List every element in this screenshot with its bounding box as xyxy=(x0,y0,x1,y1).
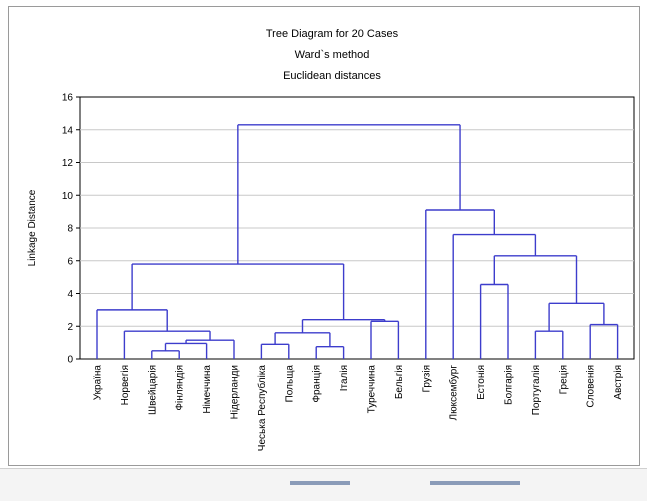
case-label: Греція xyxy=(558,365,569,394)
case-label: Польща xyxy=(284,365,295,403)
y-tick-label: 8 xyxy=(67,224,73,235)
case-label: Норвегія xyxy=(120,365,131,405)
case-label: Італія xyxy=(339,365,350,391)
case-label: Грузія xyxy=(421,365,432,393)
case-label: Естонія xyxy=(476,365,487,400)
case-label: Португалія xyxy=(531,365,542,415)
chart-title: Tree Diagram for 20 Cases Ward`s method … xyxy=(266,28,399,82)
case-label: Словенія xyxy=(586,365,597,408)
dendrogram-chart: Tree Diagram for 20 Cases Ward`s method … xyxy=(9,7,639,465)
y-tick-label: 6 xyxy=(67,256,73,267)
chart-title-line-1: Tree Diagram for 20 Cases xyxy=(266,28,399,40)
case-label: Україна xyxy=(93,365,104,401)
dendrogram-links xyxy=(97,125,618,359)
case-label: Болгарія xyxy=(504,365,515,405)
y-tick-label: 10 xyxy=(62,191,74,202)
status-strip-mark xyxy=(430,481,520,485)
y-tick-label: 4 xyxy=(67,289,73,300)
y-tick-label: 14 xyxy=(62,125,74,136)
case-label: Туреччина xyxy=(367,365,378,414)
case-label: Німеччина xyxy=(202,365,213,414)
y-tick-label: 16 xyxy=(62,93,74,104)
status-strip xyxy=(0,468,647,501)
case-label: Нідерланди xyxy=(230,365,241,419)
case-labels: Україна Норвегія Швейцарія Фінляндія Німеччи… xyxy=(93,365,625,452)
y-tick-label: 0 xyxy=(67,355,73,366)
case-label: Бельгія xyxy=(394,365,405,399)
case-label: Чеська Республіка xyxy=(256,365,268,452)
graph-frame: Tree Diagram for 20 Cases Ward`s method … xyxy=(8,6,640,466)
chart-title-line-2: Ward`s method xyxy=(295,49,370,61)
grid-lines xyxy=(80,130,634,327)
case-label: Фінляндія xyxy=(175,365,186,411)
case-label: Швейцарія xyxy=(147,365,158,415)
status-strip-mark xyxy=(290,481,350,485)
case-label: Франція xyxy=(312,365,323,403)
chart-title-line-3: Euclidean distances xyxy=(283,70,381,82)
case-label: Австрія xyxy=(613,365,624,400)
case-label: Люксембург xyxy=(448,365,460,421)
y-tick-label: 2 xyxy=(67,322,73,333)
y-axis-title: Linkage Distance xyxy=(27,189,38,266)
y-axis-ticks: 0 2 4 6 8 10 12 14 16 xyxy=(62,93,80,366)
y-tick-label: 12 xyxy=(62,158,74,169)
